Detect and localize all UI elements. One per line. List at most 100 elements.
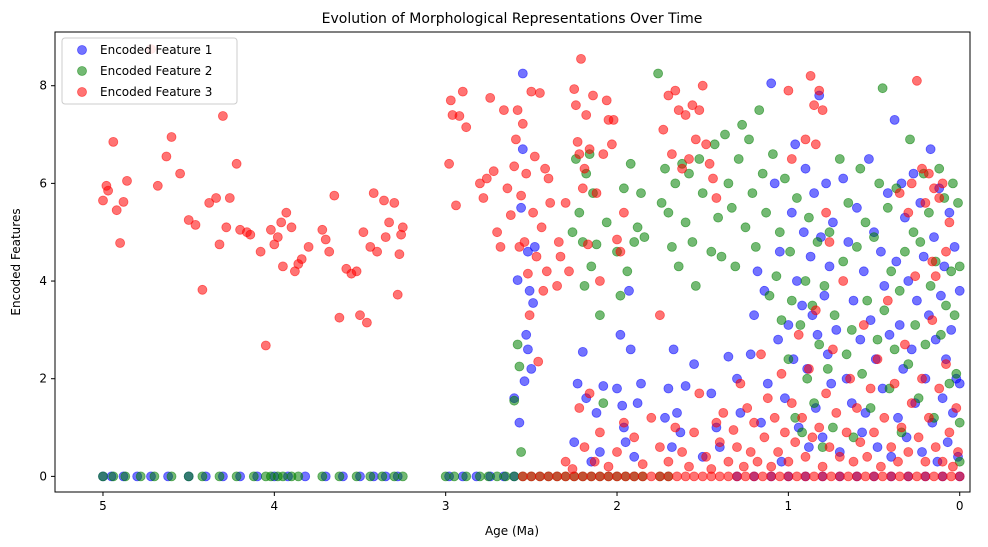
data-point <box>625 158 636 169</box>
data-point <box>766 78 777 89</box>
data-point <box>786 295 797 306</box>
data-point <box>667 442 677 453</box>
data-point <box>757 471 768 482</box>
data-point <box>394 249 405 260</box>
data-point <box>750 241 761 252</box>
data-point <box>509 161 520 172</box>
data-point <box>555 251 566 262</box>
data-point <box>783 354 794 365</box>
data-point <box>601 217 612 228</box>
data-point <box>728 425 739 435</box>
data-point <box>231 471 242 482</box>
data-point <box>749 417 759 428</box>
data-point <box>498 105 509 115</box>
x-tick-label: 2 <box>613 499 621 513</box>
data-point <box>949 241 960 252</box>
data-point <box>876 246 886 257</box>
data-point <box>711 417 722 428</box>
data-point <box>834 451 845 462</box>
data-point <box>720 129 730 140</box>
data-point <box>814 339 825 350</box>
data-point <box>814 85 825 96</box>
data-points <box>98 44 965 482</box>
data-point <box>769 412 780 423</box>
legend-label-2: Encoded Feature 2 <box>100 64 212 78</box>
data-point <box>579 163 590 174</box>
data-point <box>810 139 821 150</box>
data-point <box>224 193 235 203</box>
data-point <box>944 378 955 389</box>
data-point <box>492 227 503 238</box>
data-point <box>197 284 208 295</box>
data-point <box>526 363 537 374</box>
data-point <box>98 471 108 482</box>
data-point <box>954 261 965 272</box>
data-point <box>583 239 593 250</box>
data-point <box>824 442 835 453</box>
x-axis-label: Age (Ma) <box>485 524 539 538</box>
data-point <box>492 471 503 482</box>
data-point <box>948 461 958 472</box>
data-point <box>706 246 717 257</box>
data-point <box>941 359 951 370</box>
data-point <box>764 290 775 301</box>
data-point <box>841 427 852 438</box>
data-point <box>924 168 934 179</box>
data-point <box>946 471 957 482</box>
data-point <box>680 381 691 391</box>
data-point <box>166 471 177 482</box>
data-point <box>786 154 797 164</box>
series-1 <box>98 68 965 482</box>
data-point <box>821 388 831 399</box>
data-point <box>865 383 876 394</box>
data-point <box>255 246 266 257</box>
data-point <box>862 451 873 462</box>
data-point <box>944 217 955 228</box>
data-point <box>749 310 759 321</box>
data-point <box>925 144 936 155</box>
data-point <box>944 427 955 438</box>
data-point <box>920 339 931 350</box>
data-point <box>824 237 835 247</box>
data-point <box>903 276 914 286</box>
data-point <box>161 151 172 162</box>
data-point <box>924 207 934 218</box>
data-point <box>834 154 845 164</box>
data-point <box>625 344 636 355</box>
legend-marker-2 <box>77 66 87 76</box>
data-point <box>723 178 734 189</box>
data-point <box>579 280 590 291</box>
data-point <box>805 71 816 81</box>
data-point <box>636 378 646 389</box>
data-point <box>248 471 259 482</box>
data-point <box>697 471 708 482</box>
data-point <box>601 95 612 106</box>
data-point <box>595 447 605 457</box>
data-point <box>535 471 545 482</box>
data-point <box>553 237 564 247</box>
data-point <box>906 398 917 409</box>
data-point <box>595 276 605 286</box>
data-point <box>708 173 718 184</box>
data-point <box>766 461 777 472</box>
data-point <box>560 471 571 482</box>
data-point <box>531 251 542 262</box>
data-point <box>894 471 905 482</box>
data-point <box>690 280 701 291</box>
data-point <box>857 427 867 438</box>
data-point <box>122 175 132 186</box>
data-point <box>317 471 328 482</box>
data-point <box>584 144 595 155</box>
data-point <box>735 378 746 389</box>
data-point <box>535 88 545 98</box>
data-point <box>512 275 523 286</box>
data-point <box>574 149 585 160</box>
data-point <box>762 393 773 404</box>
data-point <box>617 400 628 411</box>
data-point <box>217 111 228 121</box>
data-point <box>894 320 905 330</box>
data-point <box>852 403 862 413</box>
x-axis: 5 4 3 2 1 0 <box>99 492 964 513</box>
data-point <box>740 471 751 482</box>
